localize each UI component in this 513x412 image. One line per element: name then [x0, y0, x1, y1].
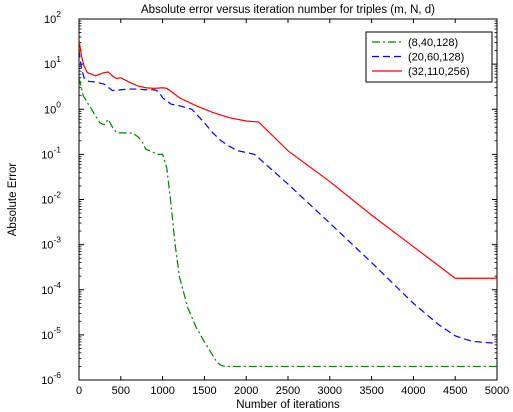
y-tick-label: 101: [44, 54, 61, 71]
y-axis: 10-6 10-5 10-4 10-3 10-2 10-1 100 101 102: [41, 9, 497, 387]
x-axis: 0 500 1000 1500 2000 2500 3000 3500 4000 4500 5000: [76, 19, 509, 397]
x-tick-label: 1000: [150, 385, 174, 397]
legend-label: (32,110,256): [408, 66, 470, 78]
x-tick-label: 3500: [359, 385, 383, 397]
y-tick-label: 10-2: [41, 190, 61, 207]
x-axis-title: Number of iterations: [236, 399, 340, 411]
x-tick-label: 2500: [276, 385, 300, 397]
x-tick-label: 4000: [401, 385, 425, 397]
y-tick-label: 10-4: [41, 280, 61, 297]
series-line-1: [79, 77, 497, 368]
series-line-2: [79, 50, 497, 344]
chart-title: Absolute error versus iteration number f…: [141, 4, 435, 16]
y-axis-title: Absolute Error: [7, 163, 19, 237]
y-tick-label: 10-6: [41, 370, 61, 387]
x-tick-label: 500: [112, 385, 130, 397]
y-tick-label: 10-1: [41, 144, 61, 161]
series-layer: [79, 39, 497, 368]
y-tick-label: 100: [44, 99, 61, 116]
series-line-3: [79, 39, 497, 279]
y-tick-label: 102: [44, 9, 61, 26]
x-tick-label: 1500: [192, 385, 216, 397]
y-tick-label: 10-5: [41, 325, 61, 342]
legend-label: (8,40,128): [408, 37, 458, 49]
x-tick-label: 4500: [443, 385, 467, 397]
x-tick-label: 3000: [318, 385, 342, 397]
x-tick-label: 5000: [485, 385, 509, 397]
legend-label: (20,60,128): [408, 52, 464, 64]
legend: (8,40,128) (20,60,128) (32,110,256): [365, 31, 493, 83]
x-tick-label: 0: [76, 385, 82, 397]
x-tick-label: 2000: [234, 385, 258, 397]
y-tick-label: 10-3: [41, 235, 61, 252]
